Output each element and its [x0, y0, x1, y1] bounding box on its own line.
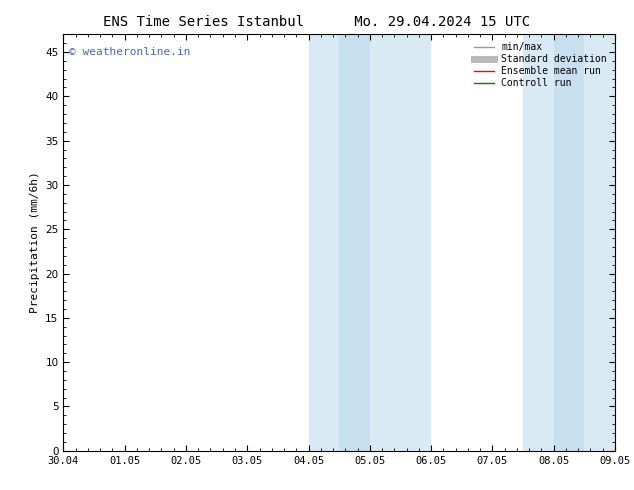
Text: © weatheronline.in: © weatheronline.in [69, 47, 190, 57]
Bar [339, 34, 370, 451]
Legend: min/max, Standard deviation, Ensemble mean run, Controll run: min/max, Standard deviation, Ensemble me… [471, 39, 610, 91]
Bar [309, 34, 339, 451]
Y-axis label: Precipitation (mm/6h): Precipitation (mm/6h) [30, 172, 40, 314]
Text: ENS Time Series Istanbul      Mo. 29.04.2024 15 UTC: ENS Time Series Istanbul Mo. 29.04.2024 … [103, 15, 531, 29]
Bar [553, 34, 585, 451]
Bar [370, 34, 431, 451]
Bar [585, 34, 615, 451]
Bar [523, 34, 553, 451]
